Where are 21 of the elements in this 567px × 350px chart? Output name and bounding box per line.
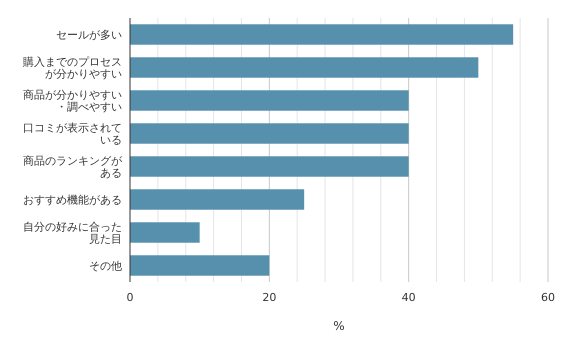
y-tick-label: 自分の好みに合った見た目 (23, 220, 122, 246)
x-tick-label: 20 (262, 291, 276, 304)
bar (130, 24, 514, 45)
y-tick-label: 口コミが表示されている (23, 122, 122, 146)
y-tick-label: その他 (89, 260, 122, 272)
x-tick-label: 0 (126, 291, 134, 304)
y-tick-label: 購入までのプロセスが分かりやすい (23, 56, 122, 80)
bar (130, 222, 200, 243)
bar (130, 189, 304, 210)
bar (130, 156, 409, 177)
y-tick-label: おすすめ機能がある (23, 194, 122, 206)
x-tick-label: 40 (402, 291, 416, 304)
bar (130, 123, 409, 144)
y-tick-label: セールが多い (56, 28, 122, 42)
bar (130, 90, 409, 111)
y-tick-label: 商品が分かりやすい・調べやすい (23, 88, 122, 114)
bar (130, 255, 270, 276)
x-tick-label: 60 (541, 291, 555, 304)
x-axis-title: % (333, 319, 345, 333)
bar (130, 57, 478, 78)
y-tick-label: 商品のランキングがある (23, 154, 123, 180)
